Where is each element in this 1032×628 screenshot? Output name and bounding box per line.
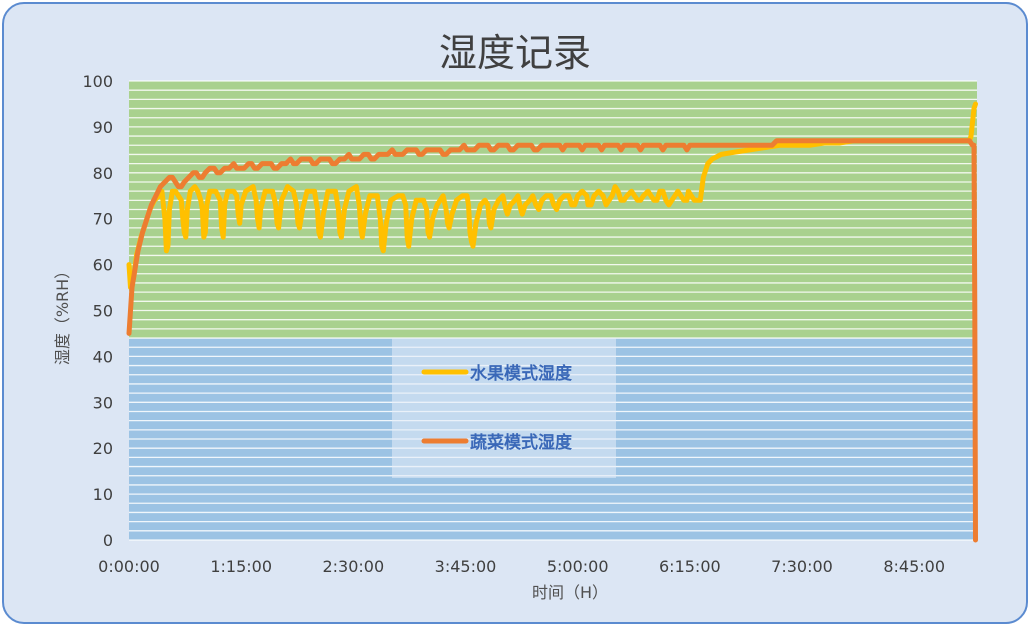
- y-axis-ticks: 0 10 20 30 40 50 60 70 80 90 100: [82, 72, 113, 550]
- series-layer: [126, 101, 978, 543]
- x-tick-label: 5:00:00: [547, 557, 609, 576]
- y-tick-label: 40: [93, 347, 113, 366]
- x-tick-label: 1:15:00: [210, 557, 272, 576]
- y-tick-label: 0: [103, 531, 113, 550]
- legend-label-fruit: 水果模式湿度: [470, 363, 573, 384]
- y-axis-title: 湿度（%RH）: [53, 263, 72, 365]
- series-line-vegetable: [126, 138, 978, 543]
- x-axis-title: 时间（H）: [532, 583, 608, 602]
- legend: 水果模式湿度 蔬菜模式湿度: [392, 338, 616, 478]
- y-tick-label: 30: [93, 393, 113, 412]
- x-tick-label: 6:15:00: [659, 557, 721, 576]
- x-tick-label: 8:45:00: [883, 557, 945, 576]
- y-tick-label: 20: [93, 439, 113, 458]
- x-tick-label: 0:00:00: [98, 557, 160, 576]
- x-axis-ticks: 0:00:00 1:15:00 2:30:00 3:45:00 5:00:00 6:15:…: [98, 557, 945, 576]
- y-tick-label: 10: [93, 485, 113, 504]
- x-tick-label: 2:30:00: [322, 557, 384, 576]
- y-tick-label: 90: [93, 118, 113, 137]
- series-line-fruit: [126, 101, 978, 290]
- legend-box: [392, 338, 616, 478]
- y-tick-label: 100: [82, 72, 113, 91]
- legend-label-vegetable: 蔬菜模式湿度: [470, 432, 573, 453]
- y-tick-label: 80: [93, 164, 113, 183]
- chart-title: 湿度记录: [439, 31, 591, 75]
- y-tick-label: 60: [93, 256, 113, 275]
- x-tick-label: 3:45:00: [435, 557, 497, 576]
- humidity-chart: 湿度记录 0 10 20 30 40 50 60 70 80 90 100 0:00:00 1:15:…: [53, 31, 978, 602]
- x-tick-label: 7:30:00: [771, 557, 833, 576]
- y-tick-label: 50: [93, 302, 113, 321]
- y-tick-label: 70: [93, 210, 113, 229]
